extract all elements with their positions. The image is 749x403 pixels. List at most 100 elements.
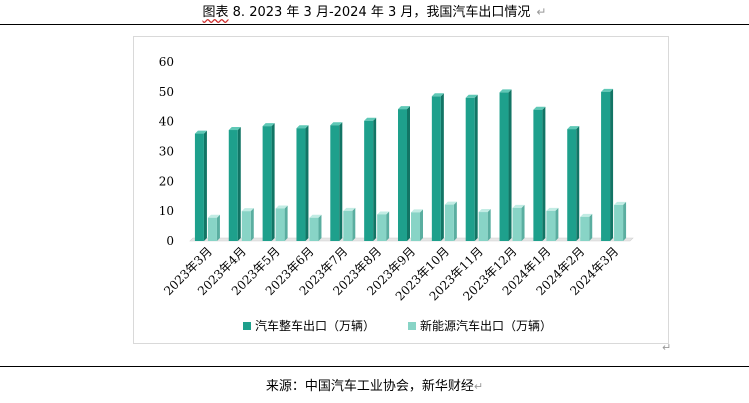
y-tick-label: 0 — [166, 234, 174, 248]
bar-nev-export-top — [580, 213, 593, 217]
bar-nev-export-side — [216, 214, 220, 241]
bar-nev-export-top — [444, 201, 457, 205]
bar-vehicle-export — [499, 92, 509, 242]
bottom-rule — [0, 366, 749, 367]
bar-nev-export-top — [343, 207, 356, 211]
top-rule — [0, 24, 749, 25]
source-note: 来源：中国汽车工业协会，新华财经↵ — [0, 374, 749, 400]
bar-nev-export — [309, 217, 319, 241]
bar-vehicle-export-side — [305, 125, 309, 241]
bar-vehicle-export — [330, 125, 340, 241]
bar-nev-export — [512, 207, 522, 241]
bar-vehicle-export-top — [330, 122, 343, 126]
bar-vehicle-export-top — [296, 125, 309, 129]
y-tick-label: 40 — [159, 115, 174, 129]
caption-prefix: 图表 — [202, 5, 229, 20]
bar-vehicle-export-side — [339, 122, 343, 241]
bar-vehicle-export-side — [271, 123, 275, 241]
bar-vehicle-export — [533, 109, 543, 241]
bar-vehicle-export-side — [237, 127, 241, 241]
bar-nev-export — [580, 216, 590, 241]
bar-nev-export-top — [512, 204, 525, 208]
bar-vehicle-export — [296, 128, 306, 241]
bar-vehicle-export-side — [508, 89, 512, 242]
bar-vehicle-export-side — [542, 106, 546, 241]
bar-vehicle-export — [431, 96, 441, 241]
bar-nev-export — [241, 211, 251, 241]
bar-nev-export-side — [284, 205, 288, 241]
bar-nev-export-top — [309, 214, 322, 218]
bar-vehicle-export — [567, 129, 577, 241]
legend-nev-export-label: 新能源汽车出口（万辆） — [420, 318, 552, 333]
legend-vehicle-export-label: 汽车整车出口（万辆） — [255, 318, 375, 333]
bar-nev-export-side — [420, 209, 423, 241]
bar-vehicle-export-side — [610, 88, 614, 241]
bar-nev-export-top — [241, 208, 254, 212]
bar-vehicle-export-side — [407, 106, 410, 242]
bar-nev-export-side — [453, 201, 457, 241]
bar-nev-export-top — [411, 209, 423, 213]
y-tick-label: 30 — [159, 145, 174, 159]
bar-nev-export — [343, 210, 353, 241]
bar-nev-export-top — [614, 201, 627, 205]
bar-nev-export-side — [589, 213, 593, 241]
bar-nev-export-side — [250, 208, 254, 241]
bar-nev-export-top — [377, 211, 390, 215]
bar-vehicle-export-side — [576, 126, 580, 241]
legend-vehicle-export-swatch — [243, 322, 251, 330]
bar-nev-export — [444, 204, 454, 241]
bar-nev-export-top — [478, 209, 491, 213]
bar-nev-export-side — [386, 211, 390, 241]
bar-vehicle-export-top — [567, 126, 580, 130]
bar-nev-export-side — [318, 214, 322, 241]
bar-vehicle-export-top — [601, 88, 614, 92]
bar-vehicle-export-top — [398, 106, 410, 110]
bar-vehicle-export — [398, 109, 407, 242]
bar-vehicle-export-top — [364, 117, 377, 121]
bar-vehicle-export-top — [228, 127, 241, 131]
legend-nev-export-swatch — [408, 322, 416, 330]
bar-nev-export — [614, 204, 624, 241]
source-text: 来源：中国汽车工业协会，新华财经 — [265, 379, 474, 394]
bar-nev-export — [546, 210, 556, 241]
bar-nev-export-top — [546, 207, 559, 211]
y-tick-label: 50 — [159, 85, 174, 99]
bar-nev-export-side — [352, 207, 356, 241]
source-paragraph-mark: ↵ — [473, 380, 484, 393]
y-tick-label: 20 — [159, 174, 174, 188]
bar-nev-export-side — [555, 207, 559, 241]
bar-nev-export — [411, 212, 420, 241]
bar-vehicle-export-top — [499, 89, 512, 93]
chart-paragraph-mark: ↵ — [662, 341, 672, 354]
bar-nev-export-side — [521, 204, 525, 241]
bar-vehicle-export — [194, 133, 204, 241]
y-tick-label: 60 — [159, 55, 174, 69]
figure-caption: 图表 8. 2023 年 3 月-2024 年 3 月，我国汽车出口情况 ↵ — [0, 0, 749, 24]
caption-text: 8. 2023 年 3 月-2024 年 3 月，我国汽车出口情况 — [228, 5, 531, 20]
bar-vehicle-export-top — [431, 93, 444, 97]
bar-nev-export — [377, 214, 387, 241]
bar-vehicle-export — [601, 91, 611, 241]
bar-vehicle-export-side — [203, 130, 207, 241]
bar-vehicle-export — [364, 120, 374, 241]
bar-vehicle-export-top — [533, 106, 546, 110]
bar-nev-export-top — [275, 205, 288, 209]
bar-vehicle-export-top — [194, 130, 207, 134]
bar-vehicle-export-top — [262, 123, 275, 127]
bar-nev-export — [207, 217, 217, 241]
bar-nev-export-side — [487, 209, 491, 241]
bar-vehicle-export — [262, 126, 272, 241]
bar-nev-export-top — [207, 214, 220, 218]
bar-nev-export — [275, 208, 285, 241]
caption-paragraph-mark: ↵ — [536, 5, 547, 19]
bar-vehicle-export-side — [373, 117, 377, 241]
bar-nev-export-side — [623, 201, 627, 241]
bar-nev-export — [478, 212, 488, 241]
bar-vehicle-export-top — [465, 94, 478, 98]
chart-frame — [133, 36, 669, 344]
bar-vehicle-export — [228, 130, 238, 241]
bar-vehicle-export — [465, 97, 475, 241]
y-tick-label: 10 — [159, 204, 174, 218]
bar-vehicle-export-side — [440, 93, 444, 241]
